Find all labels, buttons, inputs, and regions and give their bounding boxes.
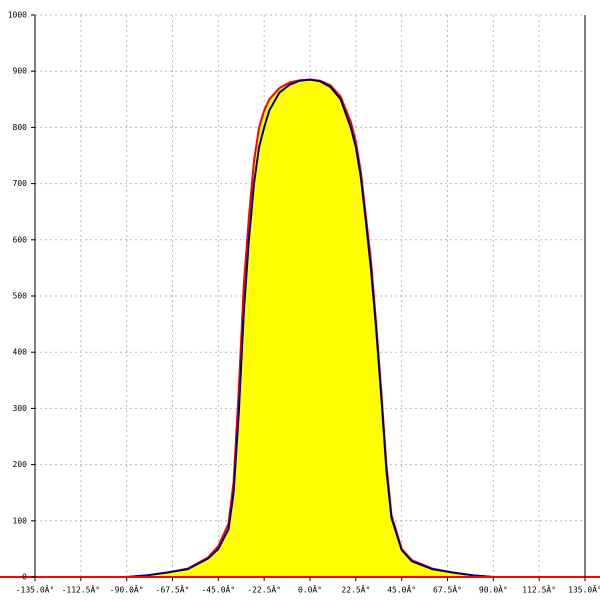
y-tick-label: 0	[22, 573, 27, 582]
x-tick-label: -45.0Â°	[201, 584, 235, 595]
x-tick-label: -22.5Â°	[247, 584, 281, 595]
y-tick-label: 500	[13, 292, 28, 301]
y-tick-label: 700	[13, 179, 28, 188]
labels: 0 100 200 300 400 500 600 700 800 900 1000 -135.0Â°…	[8, 11, 600, 595]
y-tick-label: 600	[13, 235, 28, 244]
x-tick-label: 90.0Â°	[479, 584, 508, 595]
x-tick-label: 0.0Â°	[298, 584, 322, 595]
y-tick-label: 900	[13, 67, 28, 76]
y-tick-label: 1000	[8, 11, 27, 20]
y-tick-label: 200	[13, 460, 28, 469]
x-tick-label: -135.0Â°	[16, 584, 55, 595]
x-tick-label: 22.5Â°	[341, 584, 370, 595]
y-tick-label: 400	[13, 348, 28, 357]
plot	[0, 78, 600, 578]
y-tick-label: 300	[13, 404, 28, 413]
x-tick-label: 45.0Â°	[387, 584, 416, 595]
y-tick-label: 100	[13, 516, 28, 525]
x-tick-label: 67.5Â°	[433, 584, 462, 595]
x-tick-label: -90.0Â°	[110, 584, 144, 595]
x-tick-label: 135.0Â°	[568, 584, 600, 595]
x-tick-label: -67.5Â°	[156, 584, 190, 595]
y-tick-label: 800	[13, 123, 28, 132]
line	[126, 78, 494, 578]
x-tick-label: -112.5Â°	[62, 584, 101, 595]
area-fill	[126, 79, 494, 577]
x-tick-label: 112.5Â°	[522, 584, 556, 595]
